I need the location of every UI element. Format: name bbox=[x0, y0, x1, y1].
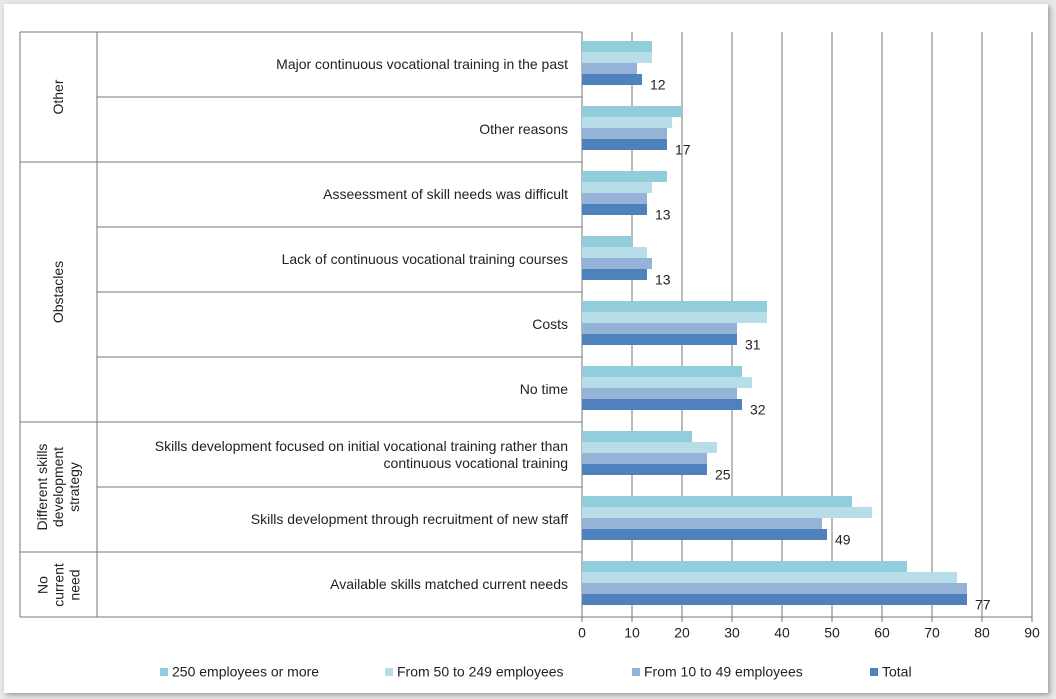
bar bbox=[582, 269, 647, 280]
bar bbox=[582, 128, 667, 139]
bar bbox=[582, 496, 852, 507]
bar bbox=[582, 247, 647, 258]
bar bbox=[582, 204, 647, 215]
bar bbox=[582, 453, 707, 464]
bar bbox=[582, 334, 737, 345]
x-tick-label: 20 bbox=[674, 625, 690, 641]
bar bbox=[582, 106, 682, 117]
legend-label: 250 employees or more bbox=[172, 664, 319, 680]
bar bbox=[582, 442, 717, 453]
category-label: Costs bbox=[532, 316, 568, 332]
bar bbox=[582, 74, 642, 85]
x-tick-label: 80 bbox=[974, 625, 990, 641]
bar bbox=[582, 561, 907, 572]
bar bbox=[582, 583, 967, 594]
data-label: 13 bbox=[655, 272, 671, 288]
bar bbox=[582, 464, 707, 475]
bar bbox=[582, 399, 742, 410]
bar bbox=[582, 63, 637, 74]
x-tick-label: 0 bbox=[578, 625, 586, 641]
data-label: 49 bbox=[835, 532, 851, 548]
bar bbox=[582, 258, 652, 269]
bar bbox=[582, 117, 672, 128]
data-label: 31 bbox=[745, 337, 761, 353]
bar bbox=[582, 518, 822, 529]
x-tick-label: 10 bbox=[624, 625, 640, 641]
group-label: Different skills development strategy bbox=[34, 443, 82, 531]
legend-swatch bbox=[632, 668, 640, 676]
bar bbox=[582, 377, 752, 388]
x-tick-label: 70 bbox=[924, 625, 940, 641]
category-label: Asseessment of skill needs was difficult bbox=[323, 186, 568, 202]
x-tick-label: 50 bbox=[824, 625, 840, 641]
legend-swatch bbox=[870, 668, 878, 676]
bar bbox=[582, 236, 632, 247]
data-label: 32 bbox=[750, 402, 766, 418]
category-label: No time bbox=[519, 381, 568, 397]
x-tick-label: 60 bbox=[874, 625, 890, 641]
bar bbox=[582, 139, 667, 150]
data-label: 17 bbox=[675, 142, 691, 158]
legend-label: From 10 to 49 employees bbox=[644, 664, 803, 680]
bar bbox=[582, 193, 647, 204]
category-label: Lack of continuous vocational training c… bbox=[281, 251, 568, 267]
group-label: Other bbox=[50, 79, 66, 115]
category-label: Available skills matched current needs bbox=[330, 576, 568, 592]
bar bbox=[582, 41, 652, 52]
data-label: 25 bbox=[715, 467, 731, 483]
bar bbox=[582, 594, 967, 605]
data-label: 13 bbox=[655, 207, 671, 223]
data-label: 77 bbox=[975, 597, 991, 613]
bar bbox=[582, 507, 872, 518]
bar bbox=[582, 323, 737, 334]
category-label: Skills development through recruitment o… bbox=[250, 511, 568, 527]
bar bbox=[582, 529, 827, 540]
bar bbox=[582, 388, 737, 399]
legend-swatch bbox=[160, 668, 168, 676]
legend-label: From 50 to 249 employees bbox=[397, 664, 564, 680]
group-label: Obstacles bbox=[50, 260, 66, 324]
bar bbox=[582, 431, 692, 442]
legend-label: Total bbox=[882, 664, 912, 680]
bar bbox=[582, 312, 767, 323]
bar bbox=[582, 171, 667, 182]
x-tick-label: 90 bbox=[1024, 625, 1040, 641]
x-tick-label: 40 bbox=[774, 625, 790, 641]
x-tick-label: 30 bbox=[724, 625, 740, 641]
category-label: Major continuous vocational training in … bbox=[276, 56, 568, 72]
bar bbox=[582, 182, 652, 193]
data-label: 12 bbox=[650, 77, 666, 93]
category-label: Other reasons bbox=[479, 121, 568, 137]
bar bbox=[582, 572, 957, 583]
bar bbox=[582, 366, 742, 377]
group-label: No current need bbox=[34, 562, 82, 607]
bar bbox=[582, 52, 652, 63]
bar bbox=[582, 301, 767, 312]
legend-swatch bbox=[385, 668, 393, 676]
category-label: Skills development focused on initial vo… bbox=[154, 437, 568, 471]
